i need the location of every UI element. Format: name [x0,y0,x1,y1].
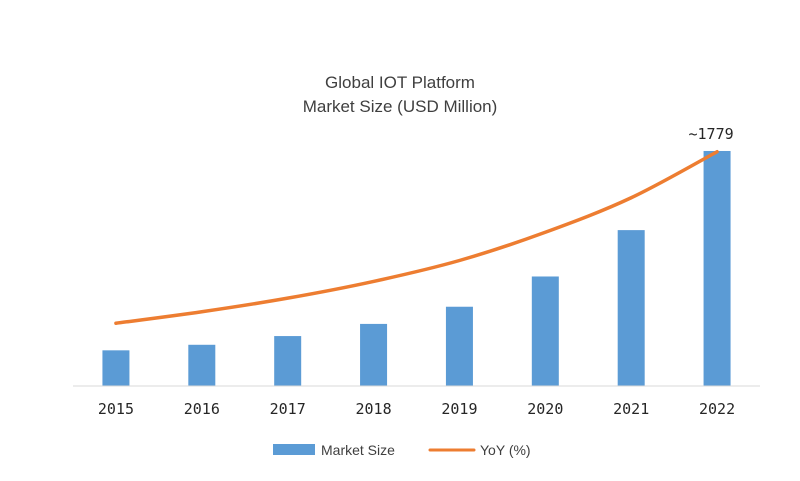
chart-title-line-2: Market Size (USD Million) [303,97,498,116]
legend-swatch-market-size [273,444,315,455]
labels-layer: ~1779 [688,125,733,143]
x-tick-label-2017: 2017 [270,400,306,418]
x-tick-label-2022: 2022 [699,400,735,418]
bar-2019 [445,306,473,386]
bar-2021 [617,230,645,386]
x-tick-label-2018: 2018 [356,400,392,418]
bar-2015 [102,350,130,386]
legend-label-market-size: Market Size [321,442,395,458]
series-line-yoy [114,149,719,325]
bars-layer [102,150,731,386]
bar-2022 [703,150,731,386]
line-layer [114,149,719,325]
bar-2020 [531,276,559,386]
chart-title-line-1: Global IOT Platform [325,73,475,92]
x-tick-label-2021: 2021 [613,400,649,418]
x-tick-label-2019: 2019 [441,400,477,418]
x-tick-label-2015: 2015 [98,400,134,418]
bar-2016 [188,344,216,386]
bar-2018 [360,323,388,386]
data-label-2022: ~1779 [688,125,733,143]
legend: Market Size YoY (%) [273,442,531,458]
x-tick-label-2020: 2020 [527,400,563,418]
legend-label-yoy: YoY (%) [480,442,531,458]
x-axis-ticks: 2015 2016 2017 2018 2019 2020 2021 2022 [98,400,735,418]
x-tick-label-2016: 2016 [184,400,220,418]
bar-2017 [274,336,302,386]
